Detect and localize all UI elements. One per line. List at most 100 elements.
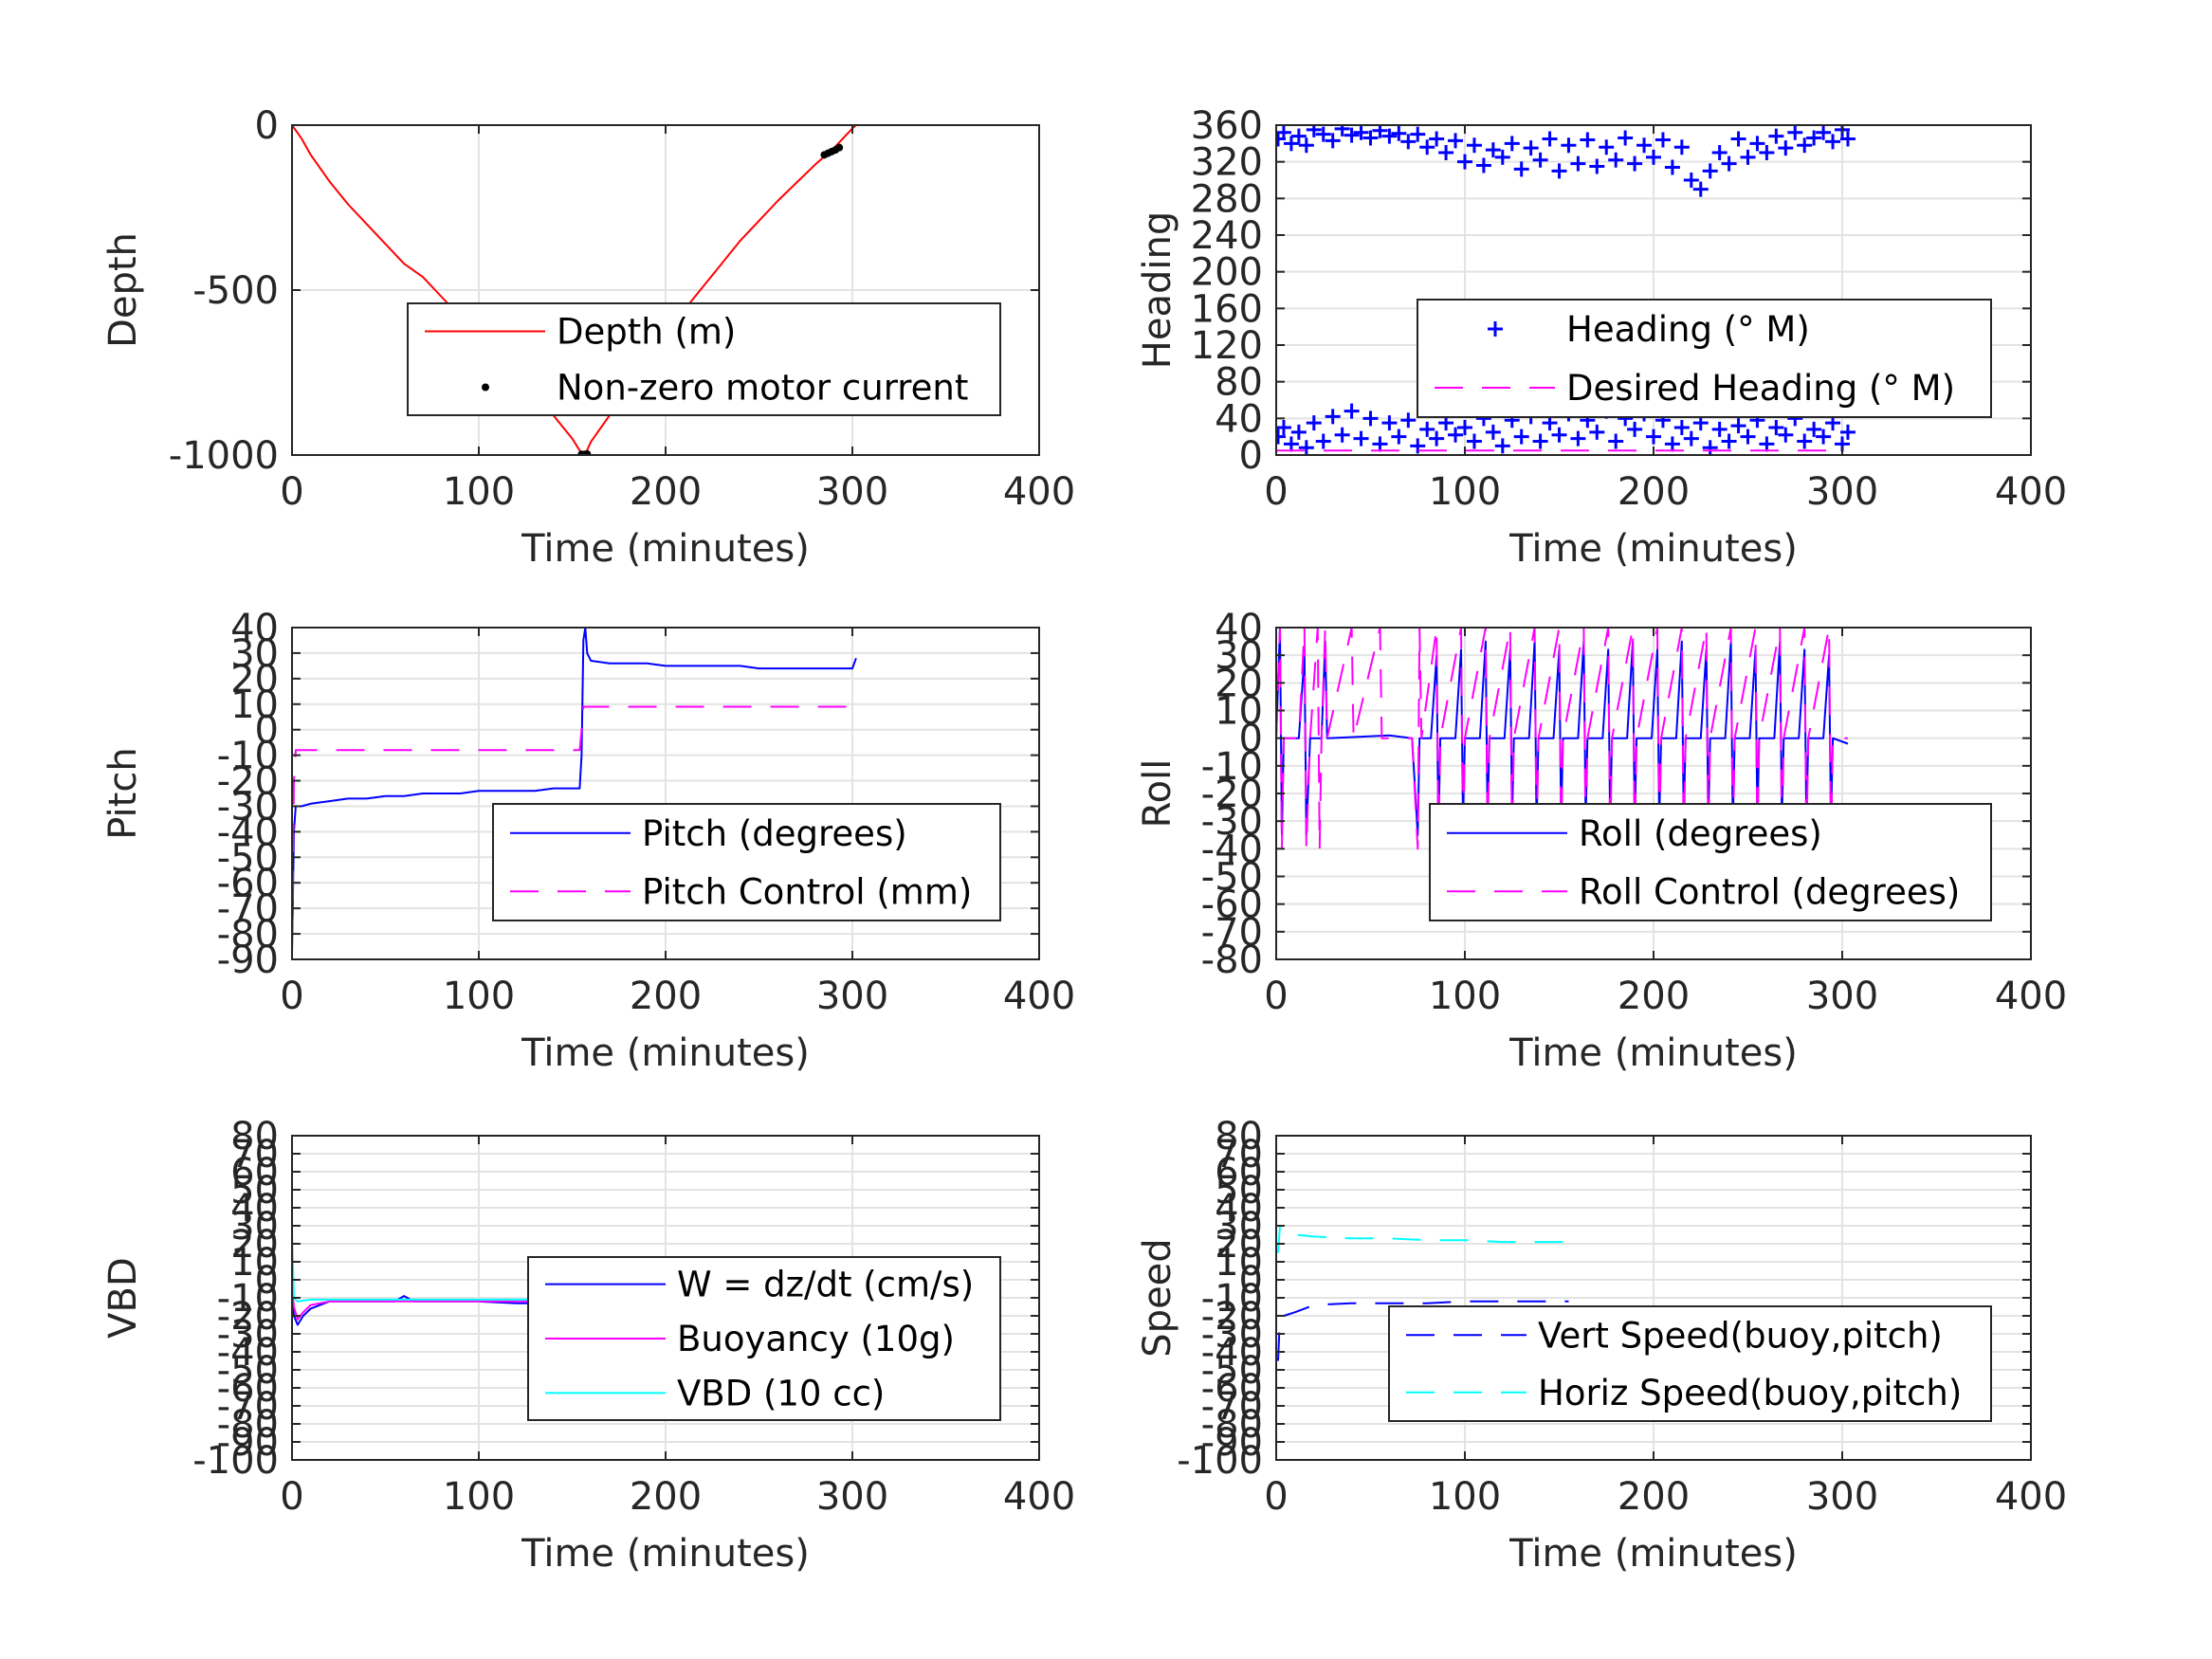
y-tick-label: 20 xyxy=(1215,1223,1263,1267)
data-point-heading-m xyxy=(1466,433,1482,449)
legend-marker-heading-m xyxy=(1488,321,1503,337)
legend-marker-non-zero-motor-current xyxy=(482,383,489,392)
data-point-heading-m xyxy=(1580,132,1596,148)
data-point-heading-m xyxy=(1410,438,1426,454)
y-tick-label: -30 xyxy=(1201,800,1263,844)
x-tick-label: 0 xyxy=(1264,975,1288,1018)
y-tick-label: 60 xyxy=(230,1151,279,1194)
y-tick-label: -90 xyxy=(217,1421,279,1465)
legend-label-heading-m: Heading (° M) xyxy=(1566,309,1810,350)
x-tick-label: 100 xyxy=(1429,975,1501,1018)
legend: Depth (m) Non-zero motor current xyxy=(407,302,1001,416)
x-axis-label: Time (minutes) xyxy=(1508,1532,1798,1576)
legend-label-roll-control-degrees: Roll Control (degrees) xyxy=(1579,871,1960,912)
data-point-heading-m xyxy=(1759,145,1775,160)
data-point-heading-m xyxy=(1381,415,1398,431)
y-tick-label: 0 xyxy=(255,104,279,148)
y-tick-label: 0 xyxy=(1239,1259,1263,1303)
data-point-heading-m xyxy=(1475,157,1491,173)
data-point-heading-m xyxy=(1334,427,1350,443)
data-point-heading-m xyxy=(1618,130,1634,146)
x-tick-label: 200 xyxy=(1618,975,1690,1018)
series-layer xyxy=(292,125,857,455)
x-tick-label: 300 xyxy=(816,975,888,1018)
data-point-heading-m xyxy=(1344,127,1360,143)
legend-label-depth-m: Depth (m) xyxy=(557,312,736,353)
y-tick-label: -40 xyxy=(1201,828,1263,871)
y-tick-label: -10 xyxy=(217,1277,279,1321)
data-point-heading-m xyxy=(1787,125,1803,140)
data-point-heading-m xyxy=(1654,132,1671,148)
y-tick-label: -60 xyxy=(217,862,279,905)
x-tick-label: 400 xyxy=(1003,975,1075,1018)
data-point-heading-m xyxy=(1839,131,1856,147)
subplot-pitch: 0 100 200 300 400403020100-10-20-30-40-50-60… xyxy=(101,607,1075,1075)
data-point-heading-m xyxy=(1664,159,1680,175)
data-point-heading-m xyxy=(1806,421,1822,437)
data-point-heading-m xyxy=(1839,424,1856,440)
data-point-heading-m xyxy=(1523,140,1539,156)
data-point-heading-m xyxy=(1448,133,1464,149)
y-tick-label: 80 xyxy=(1215,361,1263,405)
x-tick-label: 300 xyxy=(1806,975,1878,1018)
y-tick-label: -60 xyxy=(1201,1367,1263,1411)
legend-label-vert-speed-buoy-pitch: Vert Speed(buoy,pitch) xyxy=(1538,1315,1943,1356)
x-axis-label: Time (minutes) xyxy=(1508,527,1798,571)
y-tick-label: -10 xyxy=(217,735,279,778)
x-tick-label: 100 xyxy=(1429,1475,1501,1519)
x-tick-label: 300 xyxy=(1806,1475,1878,1519)
y-tick-label: 40 xyxy=(230,607,279,650)
data-point-heading-m xyxy=(1485,142,1501,158)
data-point-heading-m xyxy=(1561,137,1577,154)
y-axis-label: VBD xyxy=(101,1257,145,1339)
data-point-heading-m xyxy=(1419,421,1435,437)
y-tick-label: 320 xyxy=(1191,141,1263,185)
data-point-heading-m xyxy=(1702,440,1718,455)
y-tick-label: -80 xyxy=(1201,1403,1263,1447)
data-point-heading-m xyxy=(1778,427,1794,443)
y-tick-label: -70 xyxy=(1201,911,1263,955)
data-point-heading-m xyxy=(1636,137,1653,154)
y-tick-label: -10 xyxy=(1201,1277,1263,1321)
data-point-heading-m xyxy=(1362,130,1379,146)
data-point-heading-m xyxy=(1283,136,1299,152)
y-tick-label: 280 xyxy=(1191,177,1263,221)
legend: Heading (° M) Desired Heading (° M) xyxy=(1417,299,1992,418)
x-tick-label: 0 xyxy=(280,1475,303,1519)
data-point-heading-m xyxy=(1276,428,1286,445)
y-tick-label: 240 xyxy=(1191,214,1263,258)
y-tick-label: -20 xyxy=(217,760,279,804)
y-tick-label: 20 xyxy=(230,1223,279,1267)
y-tick-label: -20 xyxy=(1201,773,1263,816)
data-point-heading-m xyxy=(1325,409,1341,425)
y-tick-label: -50 xyxy=(1201,856,1263,900)
data-point-heading-m xyxy=(1673,420,1690,435)
y-tick-label: -90 xyxy=(217,939,279,982)
data-point-heading-m xyxy=(1532,152,1548,168)
y-tick-label: 120 xyxy=(1191,324,1263,368)
data-point-heading-m xyxy=(1702,163,1718,179)
y-tick-label: 360 xyxy=(1191,104,1263,148)
data-point-heading-m xyxy=(1730,418,1746,434)
data-point-heading-m xyxy=(1457,154,1472,170)
data-point-heading-m xyxy=(1315,433,1331,449)
data-point-heading-m xyxy=(1315,126,1331,142)
data-point-non-zero-motor-current xyxy=(583,449,592,455)
legend-label-desired-heading-m: Desired Heading (° M) xyxy=(1566,368,1955,409)
y-axis-label: Pitch xyxy=(101,747,145,839)
data-point-heading-m xyxy=(1627,155,1643,172)
data-point-heading-m xyxy=(1683,430,1699,447)
data-point-heading-m xyxy=(1711,145,1728,160)
data-point-heading-m xyxy=(1334,125,1350,137)
data-point-heading-m xyxy=(1730,131,1746,147)
x-tick-label: 200 xyxy=(630,470,702,514)
y-tick-label: 80 xyxy=(1215,1115,1263,1158)
x-tick-label: 300 xyxy=(816,1475,888,1519)
data-point-heading-m xyxy=(1825,134,1841,150)
y-tick-label: 70 xyxy=(1215,1133,1263,1176)
data-point-heading-m xyxy=(1306,125,1322,137)
y-tick-label: -500 xyxy=(192,269,279,313)
data-point-heading-m xyxy=(1391,125,1407,141)
y-tick-label: 200 xyxy=(1191,251,1263,295)
